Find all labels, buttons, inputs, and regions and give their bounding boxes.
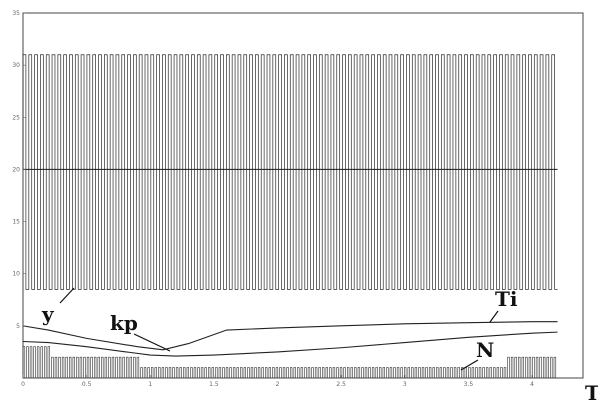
x-tick-label: 2.5 xyxy=(336,381,346,388)
curve-label-n-pointer xyxy=(460,359,479,371)
x-tick-label: 1 xyxy=(148,381,152,388)
curve-label-kp: kp xyxy=(110,311,138,335)
curve-label-n: N xyxy=(476,338,494,362)
y-tick-label: 10 xyxy=(12,271,20,278)
curve-label-kp-pointer xyxy=(133,333,171,352)
curve-label-y-pointer xyxy=(59,287,75,304)
x-tick-label: 1.5 xyxy=(209,381,219,388)
curve-label-ti-pointer xyxy=(489,310,499,323)
curve-label-ti: Ti xyxy=(495,287,518,311)
series-kp-line xyxy=(22,331,558,357)
y-tick-label: 20 xyxy=(12,166,20,173)
y-axis-ticks: 5 10 15 20 25 30 35 xyxy=(12,10,26,330)
x-tick-label: 3.5 xyxy=(464,381,474,388)
plot-area xyxy=(22,54,558,378)
curve-label-y: y xyxy=(41,302,55,326)
x-tick-label: 4 xyxy=(530,381,534,388)
series-y-line xyxy=(22,54,558,290)
x-tick-label: 0.5 xyxy=(82,381,92,388)
y-tick-label: 35 xyxy=(12,10,20,17)
x-tick-label: 2 xyxy=(276,381,280,388)
x-tick-label: 0 xyxy=(21,381,25,388)
series-ti-line xyxy=(22,321,558,351)
y-tick-label: 5 xyxy=(16,323,20,330)
y-tick-label: 25 xyxy=(12,114,20,121)
x-axis-ticks: 0 0.5 1 1.5 2 2.5 3 3.5 4 xyxy=(21,375,534,388)
x-tick-label: 3 xyxy=(403,381,407,388)
y-tick-label: 30 xyxy=(12,62,20,69)
y-tick-label: 15 xyxy=(12,219,20,226)
series-n-line xyxy=(22,346,557,378)
x-axis-title: T xyxy=(585,381,598,403)
